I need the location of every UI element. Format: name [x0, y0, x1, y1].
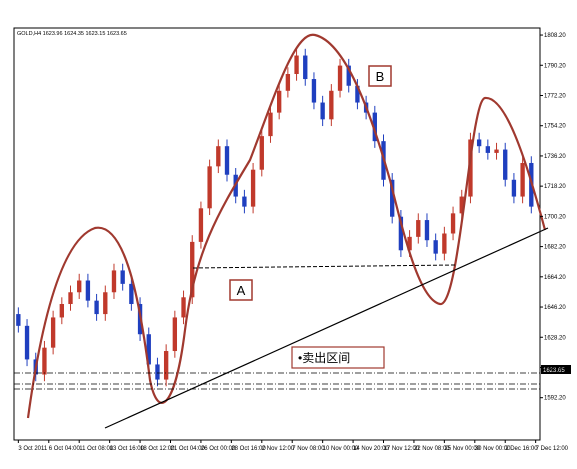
x-tick-label: 3 Oct 2011 [18, 446, 48, 452]
x-tick-label: 22 Nov 08:00 [414, 446, 450, 452]
candle-body [120, 270, 125, 284]
candle-body [259, 136, 264, 170]
y-tick-label: 1790.20 [544, 63, 566, 69]
annotation-a: A [237, 283, 246, 298]
candle-body [77, 280, 82, 293]
x-tick-label: 6 Oct 04:00 [49, 446, 81, 452]
x-tick-label: 25 Nov 00:00 [444, 446, 480, 452]
candle-body [372, 112, 377, 142]
trend-line [104, 227, 549, 429]
annotations [26, 33, 549, 429]
y-tick-label: 1610.20 [544, 365, 566, 371]
annotation-sell-zone: •卖出区间 [298, 351, 350, 365]
x-tick-label: 11 Oct 08:00 [79, 446, 114, 452]
candle-body [146, 334, 151, 365]
candle-body [155, 364, 160, 380]
candle-body [407, 236, 412, 251]
candle-body [42, 347, 47, 375]
candle-body [285, 74, 291, 91]
x-tick-label: 10 Nov 00:00 [323, 446, 359, 452]
y-tick-label: 1646.20 [544, 305, 566, 311]
support-line [192, 264, 456, 269]
candle-body [268, 112, 273, 137]
candle-body [390, 179, 395, 217]
y-tick-label: 1808.20 [544, 33, 566, 39]
candle-body [94, 300, 99, 315]
candle-body [485, 146, 491, 153]
y-tick-label: 1628.20 [544, 335, 566, 341]
candle-body [172, 317, 178, 352]
y-tick-label: 1736.20 [544, 154, 566, 160]
candle-body [198, 208, 204, 242]
candle-body [163, 351, 169, 380]
candle-body [329, 90, 334, 120]
candle-body [303, 55, 308, 80]
chart-title: GOLD,H4 1623.96 1624.35 1623.15 1623.65 [17, 31, 127, 37]
candle-body [311, 79, 317, 103]
candle-body [416, 220, 421, 237]
candle-body [111, 270, 117, 293]
price-box [541, 365, 571, 374]
label-box [368, 65, 392, 87]
y-tick-label: 1592.20 [544, 396, 566, 402]
annotation-b: B [376, 69, 385, 84]
candle-body [250, 169, 256, 207]
y-tick-label: 1754.20 [544, 124, 566, 130]
x-tick-label: 14 Nov 20:00 [353, 446, 389, 452]
y-tick-label: 1682.20 [544, 245, 566, 251]
label-box [229, 279, 253, 301]
candle-body [424, 220, 430, 241]
candle-body [68, 292, 73, 305]
candle-body [450, 213, 456, 234]
candle-body [346, 65, 351, 86]
candle-body [50, 317, 56, 348]
candle-body [24, 325, 30, 360]
y-tick-label: 1718.20 [544, 184, 566, 190]
y-tick-label: 1772.20 [544, 93, 566, 99]
candle-body [190, 241, 195, 298]
y-tick-label: 1664.20 [544, 275, 566, 281]
candle-body [503, 149, 508, 180]
candle-body [494, 149, 499, 153]
candle-body [216, 146, 221, 167]
candle-body [129, 283, 134, 305]
x-tick-label: 28 Oct 16:00 [231, 446, 266, 452]
candle-body [85, 280, 91, 301]
x-tick-label: 30 Nov 00:00 [475, 446, 511, 452]
candle-body [476, 139, 482, 147]
wave-curve [26, 33, 547, 419]
candle-body [224, 146, 230, 175]
candle-body [181, 297, 186, 318]
candle-body [468, 139, 473, 197]
candle-body [442, 233, 447, 254]
x-tick-label: 7 Dec 12:00 [536, 446, 569, 452]
x-tick-label: 7 Nov 08:00 [292, 446, 325, 452]
candle-body [242, 196, 247, 207]
candle-body [355, 85, 360, 103]
candle-body [16, 314, 21, 326]
candle-body [433, 240, 438, 254]
label-box [291, 346, 385, 369]
candle-body [520, 162, 525, 197]
candle-body [294, 55, 299, 75]
x-tick-label: 21 Oct 04:00 [170, 446, 205, 452]
candle-body [277, 90, 282, 113]
candle-body [207, 166, 212, 209]
candle-body [103, 292, 108, 315]
x-tick-label: 26 Oct 00:00 [201, 446, 236, 452]
candle-body [459, 196, 464, 214]
x-tick-label: 17 Nov 12:00 [384, 446, 420, 452]
x-tick-label: 2 Nov 12:00 [262, 446, 295, 452]
candle-body [320, 102, 325, 120]
x-tick-label: 2 Dec 16:00 [505, 446, 538, 452]
candle-body [59, 304, 64, 318]
candle-body [337, 65, 343, 91]
price-label: 1623.65 [543, 368, 565, 374]
candle-body [511, 179, 517, 197]
candle-body [398, 216, 404, 251]
y-tick-label: 1700.20 [544, 214, 566, 220]
x-tick-label: 18 Oct 12:00 [140, 446, 175, 452]
x-tick-label: 13 Oct 16:00 [110, 446, 145, 452]
